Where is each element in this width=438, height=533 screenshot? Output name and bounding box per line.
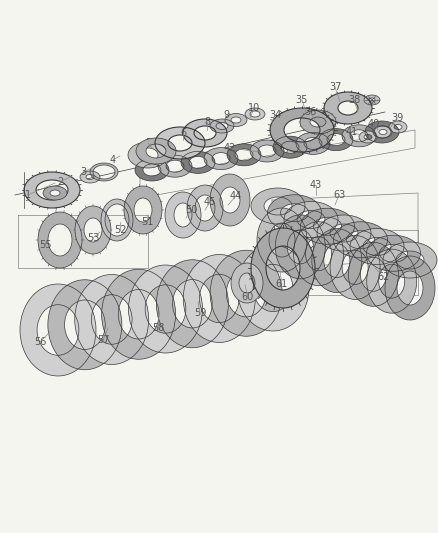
PathPatch shape xyxy=(237,245,309,331)
Text: 42: 42 xyxy=(224,143,236,153)
PathPatch shape xyxy=(296,132,330,155)
PathPatch shape xyxy=(268,195,321,231)
PathPatch shape xyxy=(136,138,176,164)
Text: 43: 43 xyxy=(310,180,322,190)
Text: 35: 35 xyxy=(296,95,308,105)
PathPatch shape xyxy=(183,119,227,147)
PathPatch shape xyxy=(257,208,307,272)
Text: 4: 4 xyxy=(110,155,116,165)
PathPatch shape xyxy=(367,235,420,271)
PathPatch shape xyxy=(365,121,399,143)
Text: 53: 53 xyxy=(87,233,99,243)
PathPatch shape xyxy=(181,151,215,173)
PathPatch shape xyxy=(312,229,362,293)
PathPatch shape xyxy=(101,199,133,241)
Text: 9: 9 xyxy=(223,110,229,120)
PathPatch shape xyxy=(128,265,202,353)
Text: 5: 5 xyxy=(145,138,151,148)
PathPatch shape xyxy=(227,144,261,166)
PathPatch shape xyxy=(349,243,399,306)
Text: 63: 63 xyxy=(333,190,345,200)
Text: 57: 57 xyxy=(97,335,109,345)
PathPatch shape xyxy=(210,251,282,336)
PathPatch shape xyxy=(90,163,118,181)
PathPatch shape xyxy=(251,188,305,224)
PathPatch shape xyxy=(75,274,149,365)
PathPatch shape xyxy=(210,174,250,226)
PathPatch shape xyxy=(225,114,247,126)
PathPatch shape xyxy=(231,263,263,303)
PathPatch shape xyxy=(156,260,228,348)
Text: 59: 59 xyxy=(194,308,206,318)
Text: 56: 56 xyxy=(34,337,46,347)
Text: 41: 41 xyxy=(346,127,358,137)
PathPatch shape xyxy=(24,172,80,208)
Text: 52: 52 xyxy=(114,225,126,235)
PathPatch shape xyxy=(374,126,392,138)
Text: 6: 6 xyxy=(180,128,186,138)
PathPatch shape xyxy=(38,212,82,268)
PathPatch shape xyxy=(75,206,111,254)
PathPatch shape xyxy=(359,131,377,143)
PathPatch shape xyxy=(276,215,325,279)
PathPatch shape xyxy=(389,121,407,133)
Text: 61: 61 xyxy=(276,279,288,289)
PathPatch shape xyxy=(342,125,376,147)
PathPatch shape xyxy=(300,208,354,244)
PathPatch shape xyxy=(330,236,380,300)
PathPatch shape xyxy=(183,254,255,343)
PathPatch shape xyxy=(155,127,205,159)
PathPatch shape xyxy=(80,171,100,183)
PathPatch shape xyxy=(102,269,176,359)
PathPatch shape xyxy=(324,92,372,124)
Text: 45: 45 xyxy=(204,197,216,207)
PathPatch shape xyxy=(128,142,168,168)
PathPatch shape xyxy=(187,185,223,231)
PathPatch shape xyxy=(48,280,122,370)
PathPatch shape xyxy=(333,222,388,258)
Text: 34: 34 xyxy=(269,110,281,120)
PathPatch shape xyxy=(293,222,343,286)
Text: 55: 55 xyxy=(39,240,51,250)
Text: 60: 60 xyxy=(242,292,254,302)
PathPatch shape xyxy=(245,108,265,120)
Text: 40: 40 xyxy=(368,119,380,129)
PathPatch shape xyxy=(165,192,201,238)
PathPatch shape xyxy=(250,140,284,162)
Text: 3: 3 xyxy=(80,167,86,177)
Text: 8: 8 xyxy=(204,117,210,127)
Text: 58: 58 xyxy=(152,323,164,333)
PathPatch shape xyxy=(319,128,353,151)
Text: 50: 50 xyxy=(185,205,197,215)
PathPatch shape xyxy=(383,242,437,278)
PathPatch shape xyxy=(204,148,238,169)
PathPatch shape xyxy=(350,229,404,264)
PathPatch shape xyxy=(367,249,417,313)
PathPatch shape xyxy=(158,155,192,177)
Text: 37: 37 xyxy=(329,82,341,92)
PathPatch shape xyxy=(317,215,371,251)
PathPatch shape xyxy=(273,136,307,158)
PathPatch shape xyxy=(43,186,67,200)
PathPatch shape xyxy=(364,95,380,105)
Text: 51: 51 xyxy=(141,217,153,227)
Text: 10: 10 xyxy=(248,103,260,113)
PathPatch shape xyxy=(385,256,435,320)
PathPatch shape xyxy=(251,228,315,308)
Text: 36: 36 xyxy=(304,107,316,117)
Text: 62: 62 xyxy=(378,272,390,282)
PathPatch shape xyxy=(20,284,96,376)
PathPatch shape xyxy=(135,159,169,181)
PathPatch shape xyxy=(300,110,336,134)
PathPatch shape xyxy=(284,201,338,238)
Text: 38: 38 xyxy=(348,95,360,105)
PathPatch shape xyxy=(124,186,162,234)
Text: 44: 44 xyxy=(230,191,242,201)
Text: 39: 39 xyxy=(391,113,403,123)
PathPatch shape xyxy=(210,119,234,133)
Text: 2: 2 xyxy=(57,177,63,187)
PathPatch shape xyxy=(270,108,334,152)
Text: 1: 1 xyxy=(25,190,31,200)
